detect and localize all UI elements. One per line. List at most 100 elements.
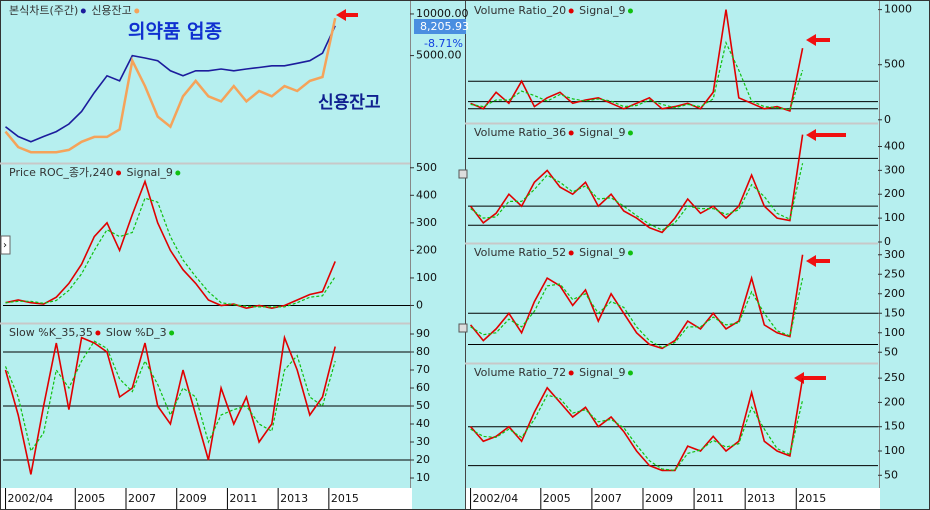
x-tick-label: 2011 <box>696 492 724 505</box>
y-tick-label: 50 <box>884 468 898 481</box>
y-tick-label: 150 <box>884 420 905 433</box>
legend-swatch <box>627 250 633 256</box>
x-tick-label: 2005 <box>543 492 571 505</box>
arrow <box>336 9 358 21</box>
y-tick-label: 20 <box>416 453 430 466</box>
series-line <box>4 17 337 154</box>
legend-label: Signal_9 <box>579 246 625 259</box>
x-tick-label: 2005 <box>77 492 105 505</box>
x-tick-label: 2009 <box>645 492 673 505</box>
x-tick-label: 2007 <box>594 492 622 505</box>
x-tick-label: 2013 <box>280 492 308 505</box>
legend-label: Signal_9 <box>127 166 173 179</box>
x-tick-label: 2015 <box>798 492 826 505</box>
legend-swatch <box>568 8 574 14</box>
legend-swatch <box>627 130 633 136</box>
series-line <box>4 334 336 475</box>
y-tick-label: 200 <box>884 287 905 300</box>
y-tick-label: 250 <box>884 267 905 280</box>
y-tick-label: 200 <box>884 187 905 200</box>
legend-label: 신용잔고 <box>91 4 131 17</box>
legend-swatch <box>568 250 574 256</box>
y-tick-label: 400 <box>416 188 437 201</box>
y-tick-label: 0 <box>416 298 423 311</box>
y-tick-label: 150 <box>884 306 905 319</box>
series-line <box>470 163 804 231</box>
legend-label: Volume Ratio_36 <box>474 126 566 139</box>
x-axis-strip <box>465 488 880 509</box>
price-label: 8,205.93 <box>420 20 469 33</box>
y-tick-label: 100 <box>884 444 905 457</box>
series-line <box>470 277 804 349</box>
arrow <box>806 255 830 267</box>
y-tick-label: 0 <box>884 113 891 126</box>
series-line <box>4 340 336 453</box>
y-tick-label: 200 <box>884 395 905 408</box>
legend-label: Volume Ratio_52 <box>474 246 566 259</box>
y-tick-label: 60 <box>416 381 430 394</box>
y-tick-label: 70 <box>416 363 430 376</box>
y-tick-label: 400 <box>884 139 905 152</box>
collapse-button[interactable] <box>0 235 11 255</box>
series-line <box>5 197 336 308</box>
y-tick-label: 0 <box>884 235 891 248</box>
y-tick-label: 100 <box>884 211 905 224</box>
legend-swatch <box>116 170 122 176</box>
y-tick-label: 1000 <box>884 3 912 16</box>
legend-swatch <box>627 8 633 14</box>
y-tick-label: 100 <box>416 271 437 284</box>
legend-label: Price ROC_종가,240 <box>9 166 114 179</box>
y-tick-label: 300 <box>884 248 905 261</box>
legend-swatch <box>175 170 181 176</box>
legend-swatch <box>627 370 633 376</box>
x-tick-label: 2011 <box>229 492 257 505</box>
x-tick-label: 2007 <box>128 492 156 505</box>
series-line <box>5 25 336 143</box>
annotation: 신용잔고 <box>318 93 381 113</box>
series-line <box>470 9 804 113</box>
series-line <box>470 40 804 111</box>
y-tick-label: 50 <box>416 399 430 412</box>
x-tick-label: 2015 <box>331 492 359 505</box>
annotation: 의약품 업종 <box>128 21 222 43</box>
y-tick-label: 10000.00 <box>416 7 469 20</box>
y-tick-label: 300 <box>884 163 905 176</box>
arrow <box>806 129 846 141</box>
x-tick-label: 2009 <box>179 492 207 505</box>
y-tick-label: 100 <box>884 326 905 339</box>
y-tick-label: 500 <box>884 58 905 71</box>
legend-swatch <box>95 330 101 336</box>
y-tick-label: 200 <box>416 243 437 256</box>
close-icon[interactable] <box>458 169 468 179</box>
legend-label: 본식차트(주간) <box>9 4 78 17</box>
series-line <box>470 394 804 472</box>
x-tick-label: 2013 <box>747 492 775 505</box>
legend-swatch <box>169 330 175 336</box>
legend-swatch <box>134 8 140 14</box>
x-axis-strip <box>0 488 412 509</box>
price-label-box <box>414 19 466 34</box>
legend-swatch <box>568 130 574 136</box>
y-tick-label: 80 <box>416 345 430 358</box>
legend-swatch <box>568 370 574 376</box>
x-tick-label: 2002/04 <box>8 492 54 505</box>
y-tick-label: 50 <box>884 345 898 358</box>
legend-label: Signal_9 <box>579 126 625 139</box>
legend-label: Signal_9 <box>579 366 625 379</box>
legend-swatch <box>80 8 86 14</box>
arrow <box>806 34 830 46</box>
x-tick-label: 2002/04 <box>473 492 519 505</box>
y-tick-label: 90 <box>416 327 430 340</box>
legend-label: Volume Ratio_20 <box>474 4 566 17</box>
collapse-icon: › <box>3 240 7 251</box>
y-tick-label: 250 <box>884 371 905 384</box>
legend-label: Slow %D_3 <box>106 326 167 339</box>
y-tick-label: 40 <box>416 417 430 430</box>
y-tick-label: 5000.00 <box>416 49 462 62</box>
y-tick-label: 500 <box>416 161 437 174</box>
change-label: -8.71% <box>424 37 463 50</box>
close-icon[interactable] <box>458 323 468 333</box>
y-tick-label: 300 <box>416 216 437 229</box>
legend-label: Volume Ratio_72 <box>474 366 566 379</box>
